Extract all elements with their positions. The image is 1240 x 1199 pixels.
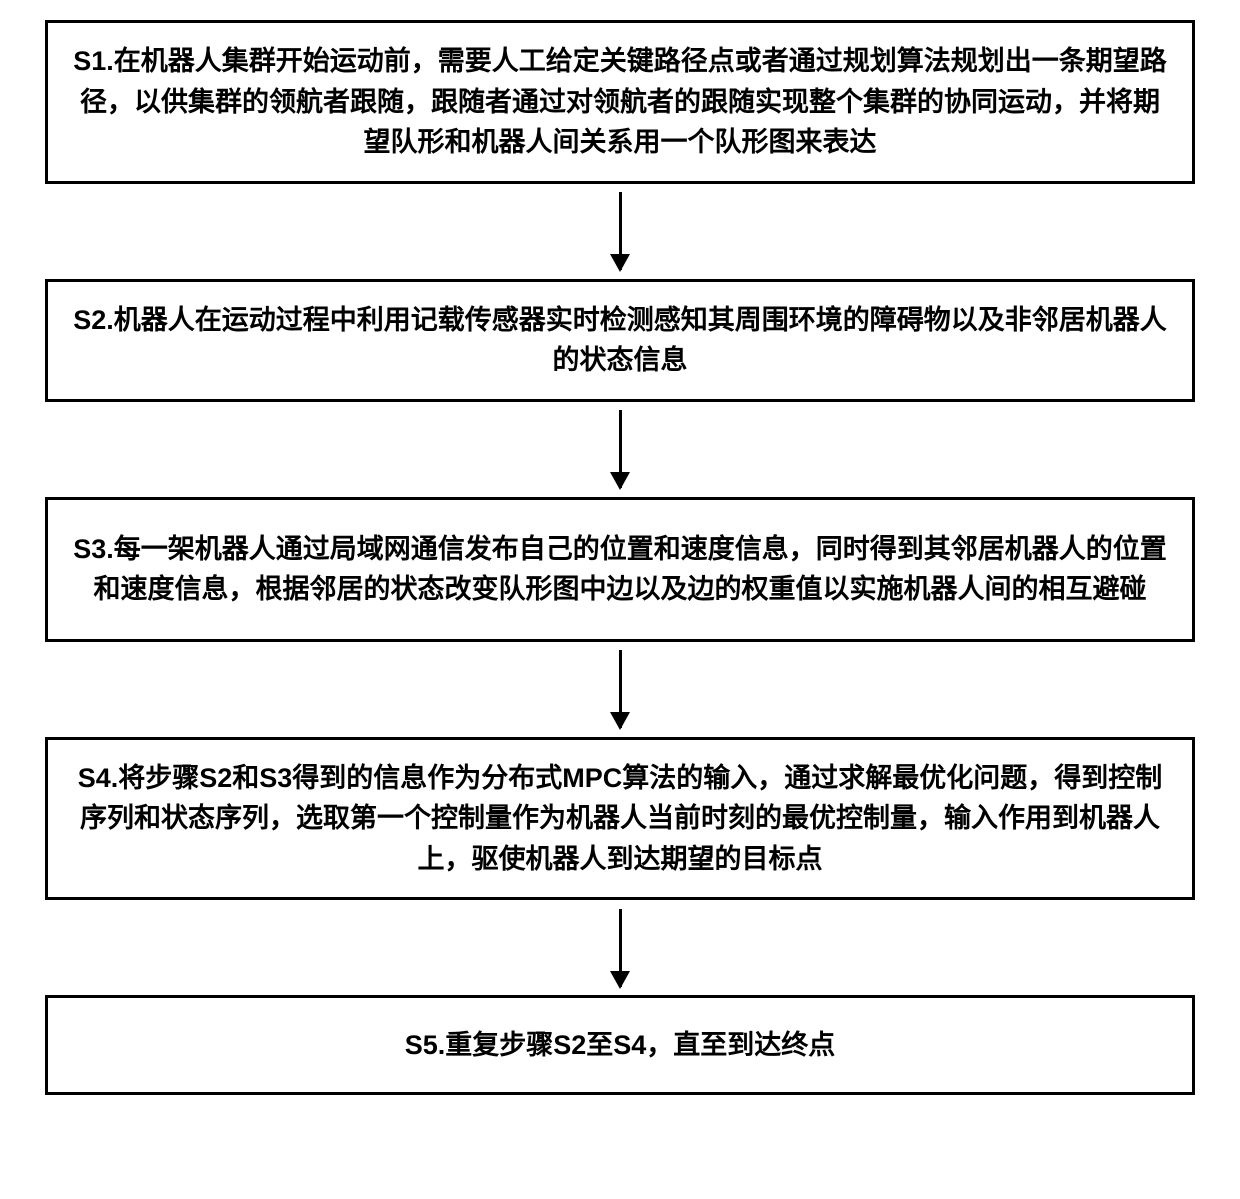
arrow-down-icon [619, 650, 622, 728]
flowchart-step-s4: S4.将步骤S2和S3得到的信息作为分布式MPC算法的输入，通过求解最优化问题，… [45, 737, 1195, 901]
arrow-connector [40, 900, 1200, 995]
arrow-down-icon [619, 410, 622, 488]
arrow-connector [40, 184, 1200, 279]
flowchart-step-s3: S3.每一架机器人通过局域网通信发布自己的位置和速度信息，同时得到其邻居机器人的… [45, 497, 1195, 642]
arrow-connector [40, 642, 1200, 737]
step-text: S2.机器人在运动过程中利用记载传感器实时检测感知其周围环境的障碍物以及非邻居机… [72, 300, 1168, 381]
flowchart-step-s1: S1.在机器人集群开始运动前，需要人工给定关键路径点或者通过规划算法规划出一条期… [45, 20, 1195, 184]
flowchart-step-s2: S2.机器人在运动过程中利用记载传感器实时检测感知其周围环境的障碍物以及非邻居机… [45, 279, 1195, 402]
step-text: S3.每一架机器人通过局域网通信发布自己的位置和速度信息，同时得到其邻居机器人的… [72, 529, 1168, 610]
arrow-down-icon [619, 909, 622, 987]
flowchart-step-s5: S5.重复步骤S2至S4，直至到达终点 [45, 995, 1195, 1095]
step-text: S5.重复步骤S2至S4，直至到达终点 [405, 1025, 836, 1066]
arrow-down-icon [619, 192, 622, 270]
step-text: S1.在机器人集群开始运动前，需要人工给定关键路径点或者通过规划算法规划出一条期… [72, 41, 1168, 163]
arrow-connector [40, 402, 1200, 497]
step-text: S4.将步骤S2和S3得到的信息作为分布式MPC算法的输入，通过求解最优化问题，… [72, 758, 1168, 880]
